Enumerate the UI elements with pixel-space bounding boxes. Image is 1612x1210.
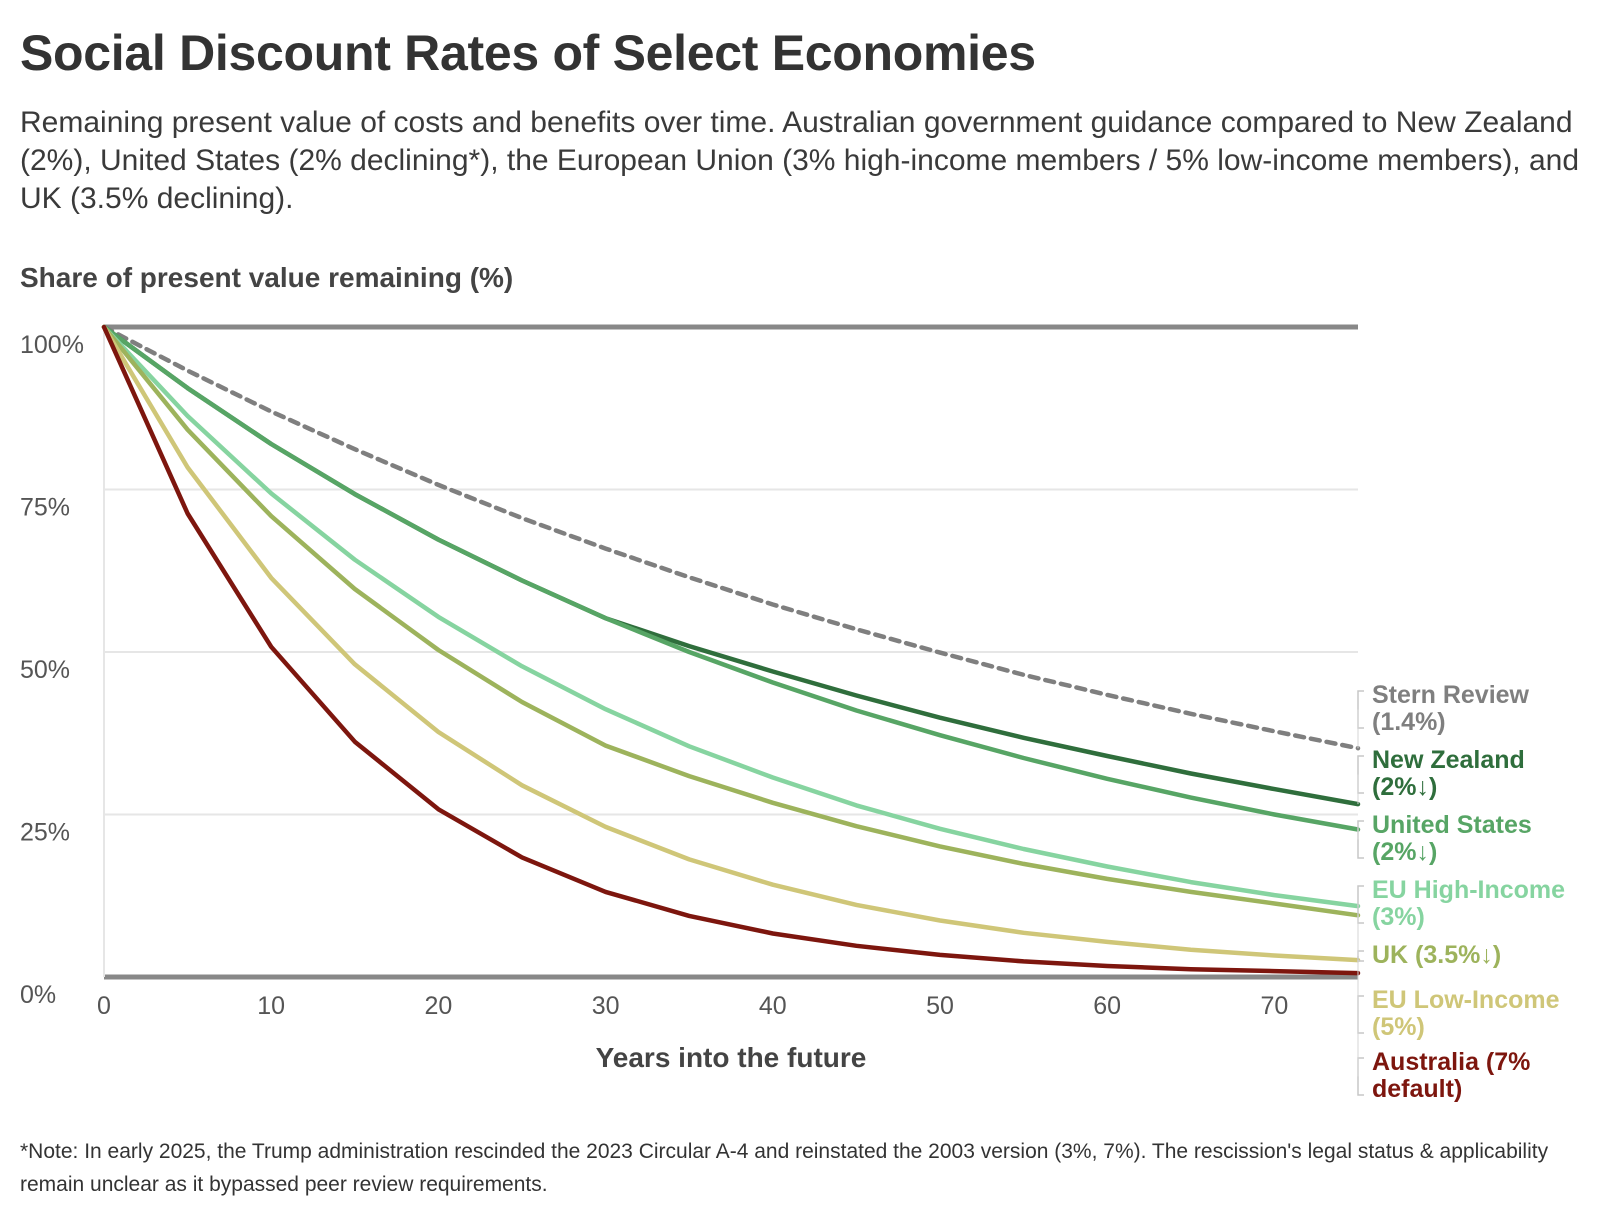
series-line (101, 324, 1361, 963)
series-label: EU Low-Income (1372, 986, 1560, 1014)
x-tick-label: 10 (257, 992, 285, 1020)
x-tick-label: 20 (424, 992, 452, 1020)
series-label: (1.4%) (1372, 708, 1446, 736)
series-label: United States (1372, 811, 1532, 839)
label-bracket (1357, 820, 1364, 859)
y-tick-label: 50% (20, 656, 70, 684)
series-label: Australia (7% (1372, 1048, 1530, 1076)
series-label: (2%↓) (1372, 838, 1437, 866)
x-tick-label: 0 (97, 992, 111, 1020)
series-label: (5%) (1372, 1013, 1425, 1041)
series-line (101, 324, 1361, 909)
label-bracket (1357, 995, 1364, 1034)
label-bracket (1357, 1057, 1364, 1096)
y-tick-label: 100% (20, 331, 84, 359)
series-line (101, 324, 1361, 832)
y-tick-label: 75% (20, 494, 70, 522)
series-line (101, 324, 1361, 976)
x-tick-label: 60 (1093, 992, 1121, 1020)
label-bracket (1357, 690, 1364, 729)
x-tick-label: 70 (1260, 992, 1288, 1020)
x-tick-label: 30 (592, 992, 620, 1020)
series-line (101, 324, 1361, 807)
series-label: EU High-Income (1372, 876, 1565, 904)
chart-subtitle: Remaining present value of costs and ben… (20, 106, 1580, 215)
series-label: default) (1372, 1075, 1462, 1103)
x-tick-label: 40 (759, 992, 787, 1020)
footnote: *Note: In early 2025, the Trump administ… (20, 1140, 1549, 1196)
series-label: (2%↓) (1372, 773, 1437, 801)
series-line (101, 324, 1361, 918)
y-axis-title: Share of present value remaining (%) (20, 262, 514, 293)
series-label: UK (3.5%↓) (1372, 941, 1501, 969)
label-bracket (1357, 755, 1364, 794)
y-tick-label: 0% (20, 981, 56, 1009)
x-tick-label: 50 (926, 992, 954, 1020)
series-line (101, 324, 1361, 751)
chart-title: Social Discount Rates of Select Economie… (20, 25, 1036, 81)
y-tick-label: 25% (20, 819, 70, 847)
series-label: Stern Review (1372, 681, 1530, 709)
x-axis-title: Years into the future (596, 1042, 867, 1073)
series-label: New Zealand (1372, 746, 1525, 774)
series-label: (3%) (1372, 903, 1425, 931)
